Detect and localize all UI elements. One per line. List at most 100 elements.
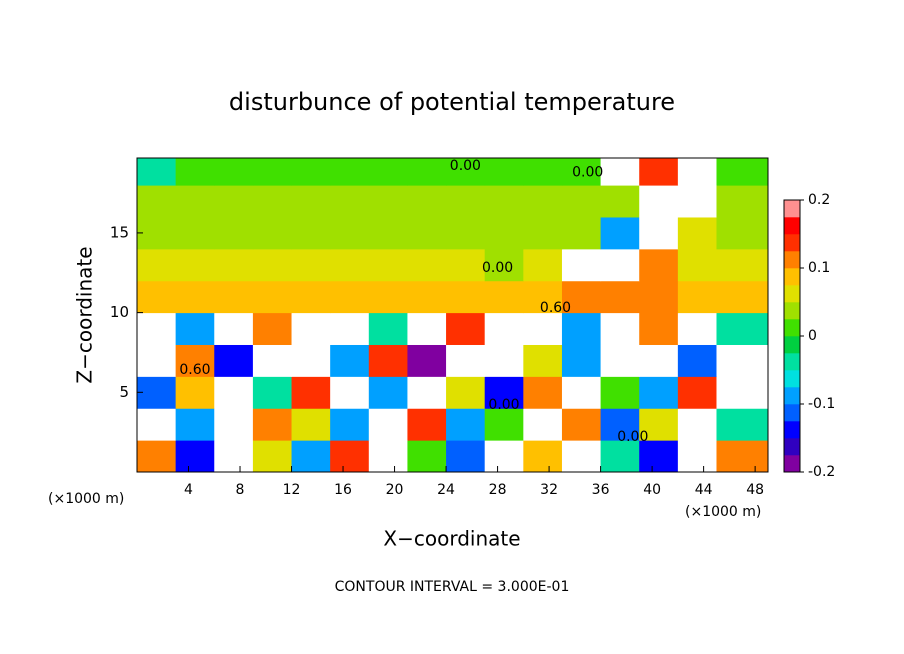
x-axis-label: X−coordinate xyxy=(383,527,520,551)
field-cell xyxy=(291,248,331,282)
footer: CONTOUR INTERVAL = 3.000E-01 xyxy=(335,579,570,595)
field-cell xyxy=(600,376,640,409)
field-cell xyxy=(252,344,293,377)
field-cell xyxy=(523,312,563,345)
field-cell xyxy=(407,248,447,282)
field-cell xyxy=(639,248,679,282)
field-cell xyxy=(368,158,408,186)
field-cell xyxy=(523,216,563,250)
field-cell xyxy=(368,216,408,250)
field-cell xyxy=(407,376,447,409)
field-cell xyxy=(484,158,524,186)
field-cell xyxy=(330,185,370,218)
field-cell xyxy=(407,312,447,345)
field-cell xyxy=(561,248,602,282)
field-cell xyxy=(677,440,717,472)
field-cell xyxy=(677,216,717,250)
colorbar-band xyxy=(784,438,800,456)
colorbar-tick-label: 0.2 xyxy=(808,192,830,208)
field-cell xyxy=(716,408,768,441)
field-cell xyxy=(484,248,524,282)
field-cell xyxy=(446,408,486,441)
field-cell xyxy=(677,158,717,186)
field-cell xyxy=(716,216,768,250)
field-cell xyxy=(677,280,717,314)
field-cell xyxy=(639,185,679,218)
colorbar-band xyxy=(784,217,800,235)
field-cell xyxy=(716,376,768,409)
field-cell xyxy=(137,408,177,441)
field-cell xyxy=(252,158,293,186)
x-tick-label: 24 xyxy=(437,482,455,498)
field-cell xyxy=(561,376,602,409)
field-cell xyxy=(407,440,447,472)
field-cell xyxy=(677,185,717,218)
field-cell xyxy=(677,408,717,441)
field-cell xyxy=(561,312,602,345)
field-cell xyxy=(175,185,215,218)
field-cell xyxy=(561,158,602,186)
colorbar-band xyxy=(784,421,800,439)
plot-frame xyxy=(136,157,769,473)
contour-label: 0.00 xyxy=(482,260,513,276)
field-cell xyxy=(252,280,293,314)
field-cell xyxy=(484,440,524,472)
field-cell xyxy=(716,344,768,377)
field-cell xyxy=(368,440,408,472)
field-cell xyxy=(368,185,408,218)
field-cell xyxy=(639,312,679,345)
field-cell xyxy=(291,312,331,345)
x-tick-label: 16 xyxy=(334,482,352,498)
field-cell xyxy=(137,280,177,314)
colorbar-tick-label: -0.2 xyxy=(808,464,835,480)
field-cell xyxy=(368,248,408,282)
colorbar-band xyxy=(784,200,800,218)
field-cell xyxy=(639,216,679,250)
field-cell xyxy=(330,408,370,441)
contour-label: 0.00 xyxy=(572,164,603,180)
field-cell xyxy=(291,158,331,186)
field-cell xyxy=(523,408,563,441)
colorbar-band xyxy=(784,268,800,286)
field-cell xyxy=(600,344,640,377)
field-cell xyxy=(561,408,602,441)
field-cell xyxy=(446,376,486,409)
field-cell xyxy=(446,216,486,250)
field-cell xyxy=(175,312,215,345)
x-tick-label: 48 xyxy=(746,482,764,498)
field-cell xyxy=(600,440,640,472)
field-cell xyxy=(214,440,254,472)
field-cell xyxy=(291,185,331,218)
x-tick-label: 40 xyxy=(643,482,661,498)
field-cell xyxy=(407,408,447,441)
field-cell xyxy=(484,216,524,250)
field-cell xyxy=(484,408,524,441)
contour-label: 0.00 xyxy=(450,158,481,174)
colorbar-band xyxy=(784,404,800,422)
field-cell xyxy=(214,376,254,409)
field-cell xyxy=(716,158,768,186)
field-cell xyxy=(291,440,331,472)
colorbar-tick-label: -0.1 xyxy=(808,396,835,412)
field-cell xyxy=(716,312,768,345)
field-cell xyxy=(407,216,447,250)
field-cell xyxy=(523,248,563,282)
field-cell xyxy=(484,376,524,409)
field-cell xyxy=(175,344,215,377)
y-tick-label: 10 xyxy=(110,303,129,321)
field-cell xyxy=(600,248,640,282)
field-cell xyxy=(252,376,293,409)
field-cell xyxy=(639,376,679,409)
field-cell xyxy=(600,216,640,250)
field-cell xyxy=(600,408,640,441)
field-cell xyxy=(368,344,408,377)
field-cell xyxy=(330,440,370,472)
field-cell xyxy=(446,248,486,282)
x-tick-label: 32 xyxy=(540,482,558,498)
field-cell xyxy=(175,408,215,441)
field-cell xyxy=(330,158,370,186)
x-unit-label: (×1000 m) xyxy=(685,504,761,520)
field-cell xyxy=(561,280,602,314)
field-cell xyxy=(214,280,254,314)
field-cell xyxy=(330,280,370,314)
